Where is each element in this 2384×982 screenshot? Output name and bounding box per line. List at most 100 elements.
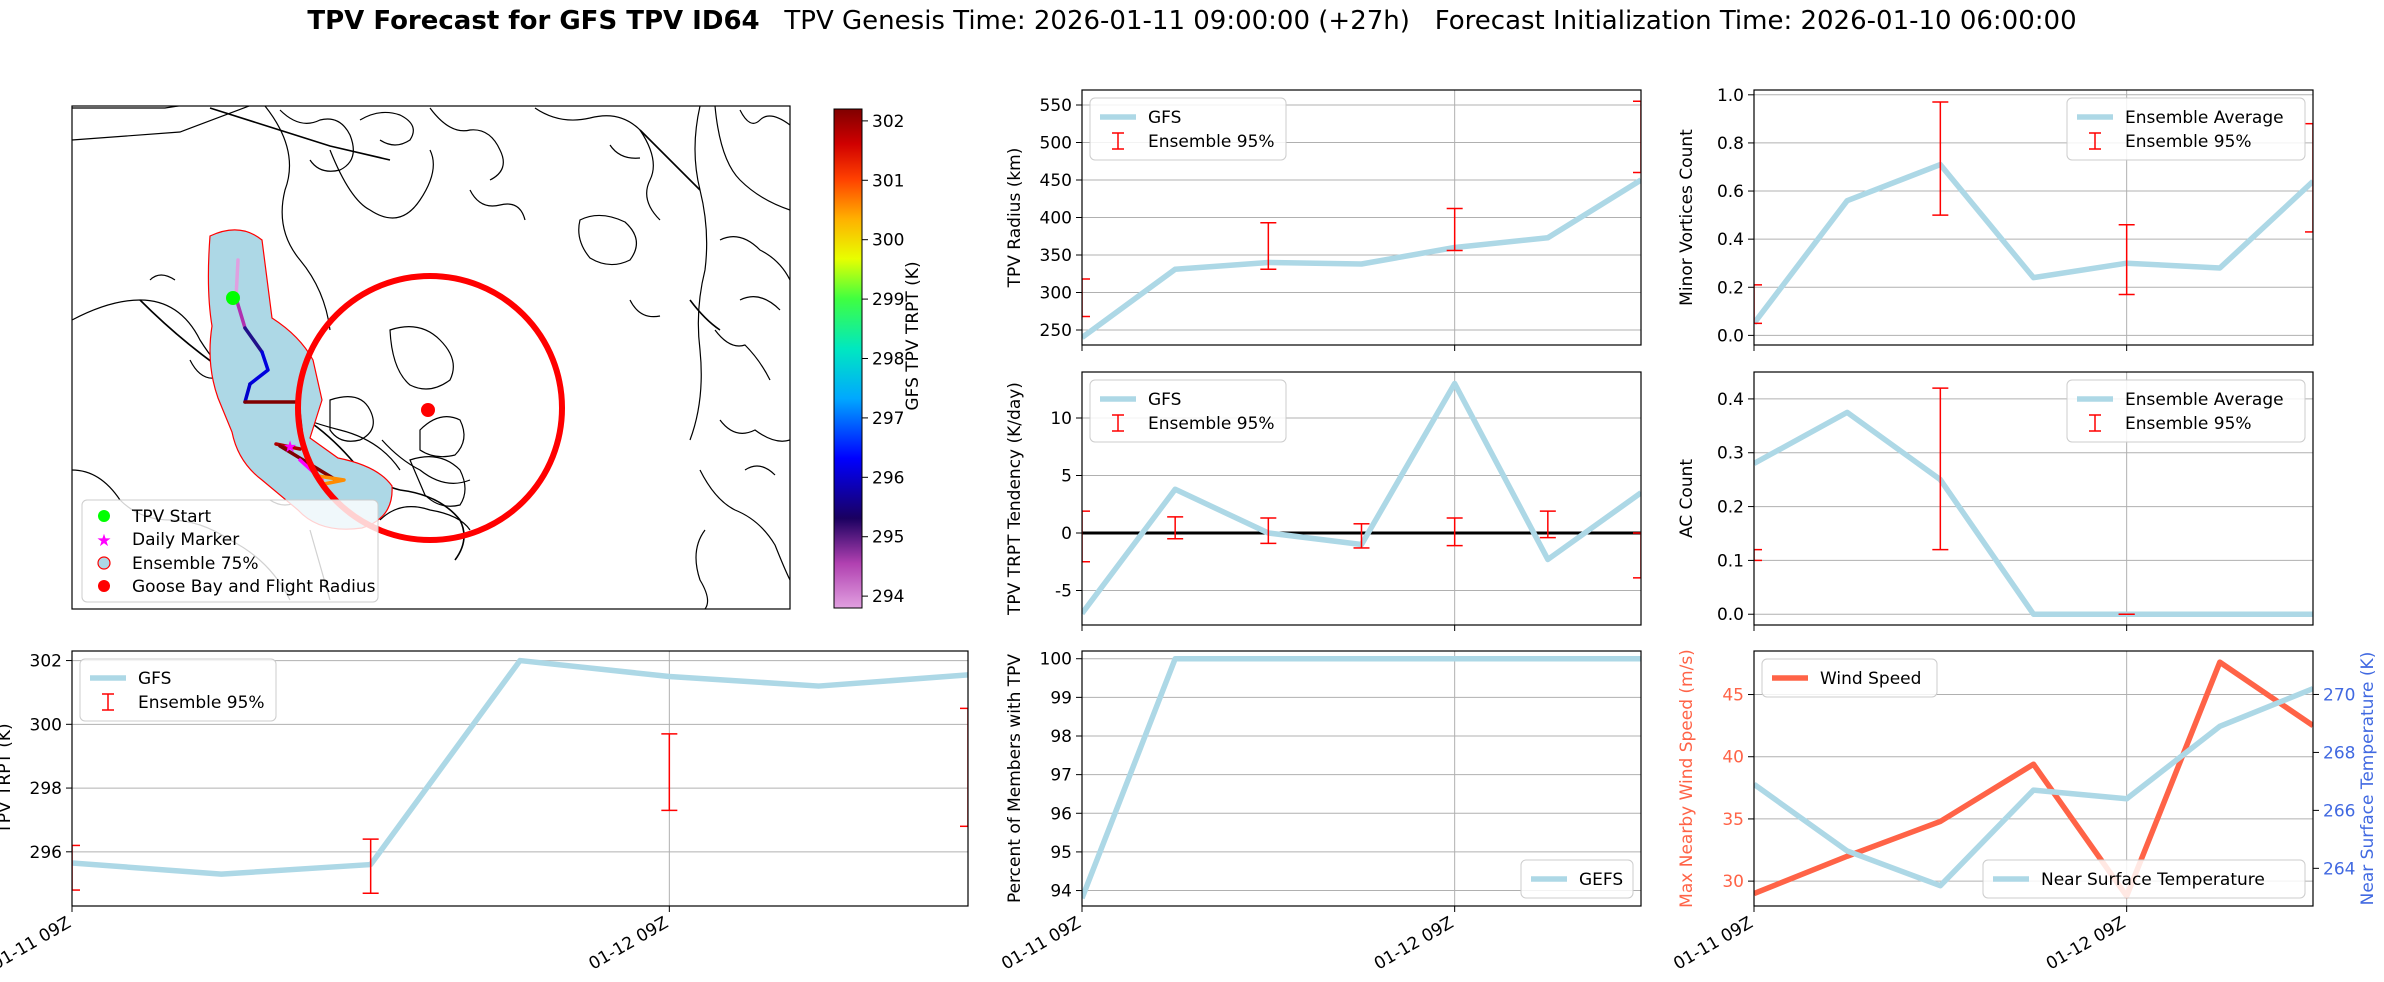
legend-err-label: Ensemble 95% <box>2125 414 2252 434</box>
y-tick-label: 0.6 <box>1717 182 1744 202</box>
y-axis-label: TPV TRPT Tendency (K/day) <box>1005 382 1025 616</box>
plot-area <box>1754 659 2313 899</box>
error-bar <box>1754 548 1762 562</box>
y-tick-label: 400 <box>1040 209 1072 229</box>
legend-line-label: Wind Speed <box>1820 669 1921 689</box>
series-line <box>1082 177 1641 340</box>
chart-legend: Ensemble Average Ensemble 95% <box>2066 97 2306 161</box>
y-tick-label: 30 <box>1722 872 1744 892</box>
title-main: TPV Forecast for GFS TPV ID64 <box>307 6 760 36</box>
colorbar-tick-label: 300 <box>872 231 904 251</box>
chart-legend: Wind Speed <box>1761 658 1938 698</box>
error-bar <box>2305 122 2313 233</box>
y-tick-label: 250 <box>1040 321 1072 341</box>
y-tick-label: -5 <box>1055 582 1072 602</box>
y-tick-label: 0.2 <box>1717 278 1744 298</box>
map-frame <box>71 105 791 610</box>
legend-line-label: GFS <box>138 669 171 689</box>
error-bar <box>1082 278 1090 318</box>
legend-daily-marker-icon: ★ <box>96 531 111 551</box>
axes-frame <box>1753 371 2314 626</box>
error-bar <box>1539 510 1556 539</box>
series-line-temperature <box>1754 686 2313 889</box>
tpv-start-marker <box>226 291 240 305</box>
error-bar <box>72 844 80 891</box>
legend-line-label: Ensemble Average <box>2125 108 2284 128</box>
legend-err-label: Ensemble 95% <box>138 693 265 713</box>
axes-frame <box>1081 371 1642 626</box>
y2-tick-label: 270 <box>2323 685 2355 705</box>
colorbar-tick-label: 302 <box>872 112 904 132</box>
y-tick-label: 100 <box>1040 650 1072 670</box>
y2-axis-label: Near Surface Temperature (K) <box>2358 652 2378 906</box>
y-tick-label: 550 <box>1040 96 1072 116</box>
chart-radius: 250 300 350 400 450 500 550 TPV Radius (km) GFS E… <box>1005 89 1642 351</box>
chart-percent: 94 95 96 97 98 99 100 01-11 09Z 01-12 09Z Percent… <box>998 650 1642 974</box>
legend-tpv-start: TPV Start <box>131 507 212 527</box>
y-axis-label: TPV Radius (km) <box>1005 148 1025 289</box>
chart-minor: 0.0 0.2 0.4 0.6 0.8 1.0 Minor Vortices Count En… <box>1677 86 2314 351</box>
axes-frame <box>71 650 969 907</box>
series-line <box>1754 161 2313 326</box>
x-tick-label: 01-11 09Z <box>0 913 75 974</box>
y-tick-label: 96 <box>1050 804 1072 824</box>
plot-area <box>1082 655 1641 900</box>
plot-area <box>72 657 968 894</box>
legend-goose-bay-icon <box>98 580 110 592</box>
legend-line-label: Near Surface Temperature <box>2041 870 2265 890</box>
chart-tendency: -5 0 5 10 TPV TRPT Tendency (K/day) GFS Ensemb… <box>1005 371 1642 631</box>
colorbar-tick-label: 301 <box>872 171 904 191</box>
chart-legend: Ensemble Average Ensemble 95% <box>2066 379 2306 443</box>
plot-area <box>1754 101 2313 326</box>
error-bar <box>1932 101 1949 216</box>
figure-title: TPV Forecast for GFS TPV ID64 TPV Genesi… <box>0 6 2384 36</box>
x-tick-label: 01-12 09Z <box>1371 913 1457 974</box>
error-bar <box>2118 223 2135 296</box>
error-bar <box>1633 100 1641 174</box>
y-tick-label: 98 <box>1050 727 1072 747</box>
y2-tick-label: 266 <box>2323 801 2355 821</box>
y2-tick-label: 264 <box>2323 859 2355 879</box>
y-tick-label: 0.4 <box>1717 230 1744 250</box>
series-line <box>72 657 968 877</box>
y-tick-label: 350 <box>1040 246 1072 266</box>
y-tick-label: 94 <box>1050 882 1072 902</box>
y-axis-label: Max Nearby Wind Speed (m/s) <box>1677 649 1697 908</box>
y-tick-label: 500 <box>1040 134 1072 154</box>
colorbar-tick-label: 294 <box>872 587 904 607</box>
y-tick-label: 302 <box>30 652 62 672</box>
map-legend: TPV Start ★ Daily Marker Ensemble 75% Go… <box>81 499 379 603</box>
error-bar <box>661 733 678 812</box>
error-bar <box>1633 532 1641 579</box>
chart-legend: GFS Ensemble 95% <box>1089 379 1287 443</box>
y-tick-label: 5 <box>1061 467 1072 487</box>
colorbar-tick-label: 296 <box>872 468 904 488</box>
axes-frame <box>1081 650 1642 907</box>
plot-area <box>1754 387 2313 617</box>
y-axis-label: Percent of Members with TPV <box>1005 654 1025 903</box>
colorbar-ticks: 294 295 296 297 298 299 300 301 302 <box>862 112 904 607</box>
chart-legend: GEFS <box>1520 859 1634 899</box>
error-bar <box>362 838 379 894</box>
x-tick-label: 01-11 09Z <box>998 913 1084 974</box>
y-tick-label: 0.3 <box>1717 444 1744 464</box>
y-axis-label: Minor Vortices Count <box>1677 129 1697 306</box>
y-axis-label: TPV TRPT (K) <box>0 723 15 834</box>
colorbar-tick-label: 298 <box>872 350 904 370</box>
error-bar <box>1446 207 1463 252</box>
y-tick-label: 0.2 <box>1717 498 1744 518</box>
y-tick-label: 95 <box>1050 843 1072 863</box>
y-tick-label: 45 <box>1722 686 1744 706</box>
axes-frame <box>1081 89 1642 346</box>
y-tick-label: 40 <box>1722 748 1744 768</box>
error-bar <box>1446 517 1463 547</box>
y-tick-label: 99 <box>1050 688 1072 708</box>
legend-line-label: Ensemble Average <box>2125 390 2284 410</box>
y-tick-label: 300 <box>1040 284 1072 304</box>
y-tick-label: 97 <box>1050 766 1072 786</box>
y2-tick-label: 268 <box>2323 743 2355 763</box>
chart-trpt: 296 298 300 302 01-11 09Z 01-12 09Z TPV TRPT (… <box>0 650 969 974</box>
y-tick-label: 10 <box>1050 409 1072 429</box>
legend-line-label: GFS <box>1148 108 1181 128</box>
